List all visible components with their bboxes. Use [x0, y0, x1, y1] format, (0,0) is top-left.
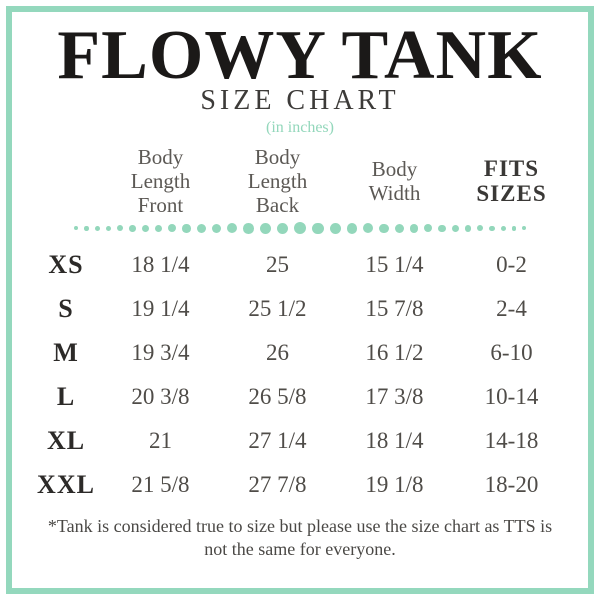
divider-dot	[129, 225, 136, 232]
divider-dot	[74, 226, 78, 230]
value-fits-sizes: 14-18	[453, 428, 570, 454]
divider-dot	[347, 223, 358, 234]
divider-dot	[312, 223, 324, 235]
divider-dot	[197, 224, 206, 233]
divider-dot	[489, 226, 495, 232]
table-row: M19 3/42616 1/26-10	[30, 331, 570, 375]
divider-dot	[260, 223, 271, 234]
divider-dot	[277, 223, 289, 235]
divider-dot	[95, 226, 100, 231]
chart-title: FLOWY TANK	[57, 24, 542, 87]
divider-dot	[182, 224, 191, 233]
table-row: XL2127 1/418 1/414-18	[30, 419, 570, 463]
divider-dot	[395, 224, 404, 233]
size-table: Body Length Front Body Length Back Body …	[30, 145, 570, 507]
value-body-width: 15 7/8	[336, 296, 453, 322]
divider-dot	[501, 226, 506, 231]
table-row: XS18 1/42515 1/40-2	[30, 243, 570, 287]
table-row: L20 3/826 5/817 3/810-14	[30, 375, 570, 419]
divider-dot	[379, 224, 389, 234]
value-fits-sizes: 18-20	[453, 472, 570, 498]
divider-dot	[452, 225, 459, 232]
value-body-length-front: 21	[102, 428, 219, 454]
value-body-width: 15 1/4	[336, 252, 453, 278]
divider-dot	[212, 224, 222, 234]
value-body-length-front: 19 3/4	[102, 340, 219, 366]
header-body-width: Body Width	[336, 157, 453, 205]
divider-dot	[438, 225, 446, 233]
header-body-length-front: Body Length Front	[102, 145, 219, 217]
value-fits-sizes: 2-4	[453, 296, 570, 322]
divider-dot	[142, 225, 149, 232]
value-body-length-back: 27 1/4	[219, 428, 336, 454]
chart-units: (in inches)	[266, 119, 334, 137]
value-body-length-back: 26	[219, 340, 336, 366]
value-body-length-back: 26 5/8	[219, 384, 336, 410]
table-row: XXL21 5/827 7/819 1/818-20	[30, 463, 570, 507]
value-fits-sizes: 0-2	[453, 252, 570, 278]
value-fits-sizes: 10-14	[453, 384, 570, 410]
divider-dot	[477, 225, 483, 231]
footnote: *Tank is considered true to size but ple…	[30, 515, 570, 560]
value-body-length-back: 25	[219, 252, 336, 278]
value-body-length-back: 25 1/2	[219, 296, 336, 322]
divider-dot	[424, 224, 432, 232]
size-label: XL	[30, 426, 102, 456]
divider-dot	[168, 224, 176, 232]
value-body-width: 18 1/4	[336, 428, 453, 454]
header-fits-sizes: FITS SIZES	[453, 156, 570, 207]
table-header-row: Body Length Front Body Length Back Body …	[30, 145, 570, 217]
table-row: S19 1/425 1/215 7/82-4	[30, 287, 570, 331]
value-fits-sizes: 6-10	[453, 340, 570, 366]
divider-dot	[84, 226, 89, 231]
size-label: L	[30, 382, 102, 412]
value-body-length-front: 19 1/4	[102, 296, 219, 322]
divider-dot	[294, 222, 306, 234]
divider-dot	[465, 225, 472, 232]
header-body-length-back: Body Length Back	[219, 145, 336, 217]
size-label: S	[30, 294, 102, 324]
chart-subtitle: SIZE CHART	[200, 85, 399, 117]
value-body-length-back: 27 7/8	[219, 472, 336, 498]
divider-dot	[512, 226, 517, 231]
size-label: M	[30, 338, 102, 368]
divider-dot	[117, 225, 123, 231]
size-label: XS	[30, 250, 102, 280]
size-chart-card: FLOWY TANK SIZE CHART (in inches) Body L…	[6, 6, 594, 594]
value-body-width: 19 1/8	[336, 472, 453, 498]
value-body-length-front: 18 1/4	[102, 252, 219, 278]
divider-dot	[227, 223, 237, 233]
divider-dot	[106, 226, 112, 232]
divider-dot	[155, 225, 163, 233]
value-body-length-front: 20 3/8	[102, 384, 219, 410]
value-body-width: 17 3/8	[336, 384, 453, 410]
divider-dot	[330, 223, 341, 234]
size-label: XXL	[30, 470, 102, 500]
divider-dot	[522, 226, 526, 230]
divider-dot	[410, 224, 419, 233]
divider-dot	[363, 223, 373, 233]
value-body-length-front: 21 5/8	[102, 472, 219, 498]
dotted-divider	[30, 219, 570, 237]
value-body-width: 16 1/2	[336, 340, 453, 366]
divider-dot	[243, 223, 254, 234]
table-body: XS18 1/42515 1/40-2S19 1/425 1/215 7/82-…	[30, 243, 570, 507]
